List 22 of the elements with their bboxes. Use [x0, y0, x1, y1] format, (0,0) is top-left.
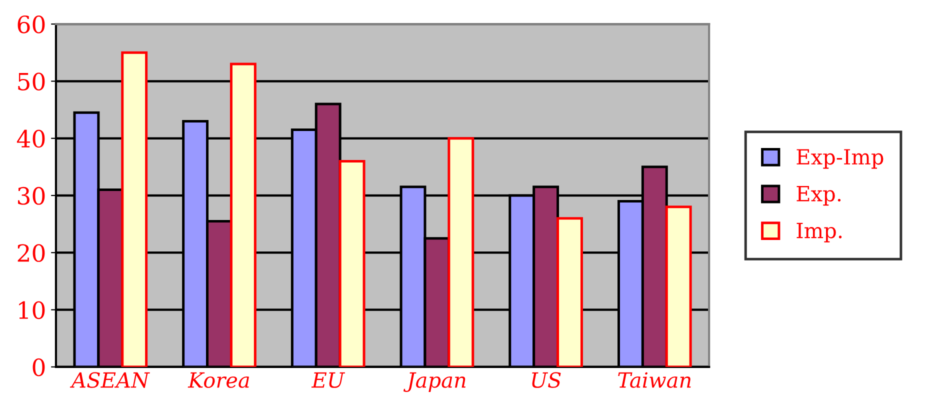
bar [556, 217, 583, 367]
y-tick-label: 30 [18, 186, 45, 205]
y-tick-label: 20 [18, 244, 45, 262]
legend-label: Exp-Imp [796, 149, 884, 169]
x-tick-label: Taiwan [618, 372, 691, 388]
bar [665, 206, 692, 367]
x-tick-label: Korea [188, 372, 249, 388]
x-tick-label: ASEAN [70, 372, 150, 388]
bar [230, 62, 256, 367]
bar [338, 160, 366, 367]
y-tick-label: 60 [18, 16, 45, 34]
y-tick-label: 40 [16, 130, 45, 148]
bar [121, 51, 148, 367]
x-tick-label: US [532, 372, 561, 388]
bar [448, 137, 474, 367]
y-tick-label: 50 [18, 72, 45, 91]
y-tick-label: 0 [32, 358, 45, 376]
y-tick-label: 10 [19, 301, 45, 320]
x-tick-label: EU [311, 372, 346, 388]
legend-label: Imp. [796, 222, 842, 242]
legend-label: Exp. [796, 186, 841, 206]
x-tick-label: Japan [403, 372, 466, 392]
